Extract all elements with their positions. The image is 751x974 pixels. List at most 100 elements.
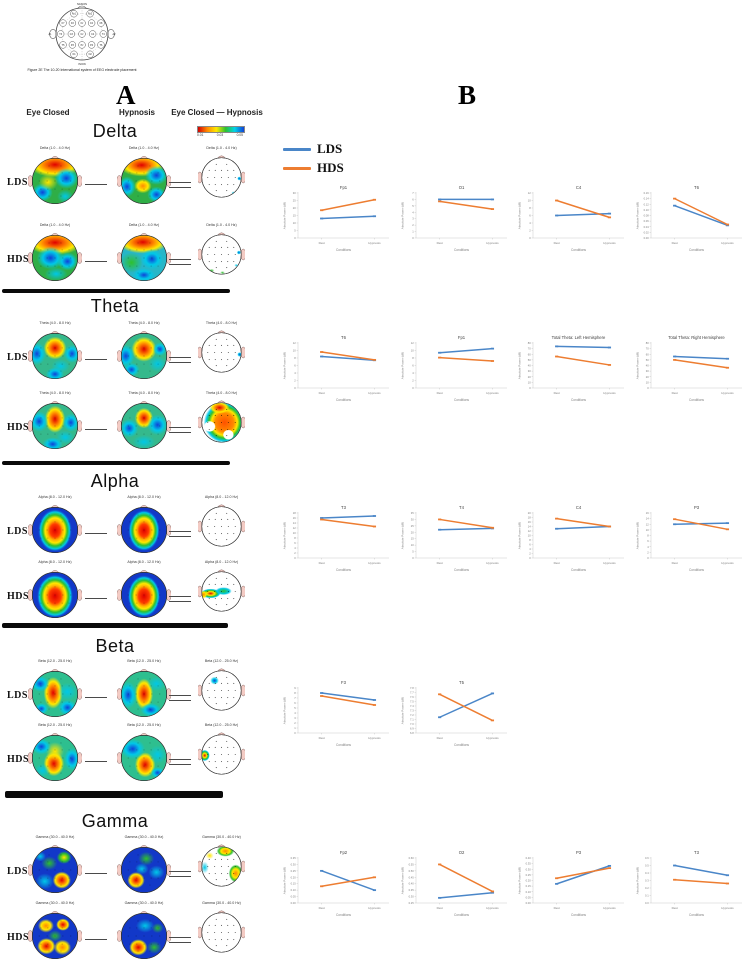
svg-text:12: 12 — [293, 341, 296, 345]
svg-text:Absolute Power (dB): Absolute Power (dB) — [636, 867, 640, 895]
svg-text:Absolute Power (dB): Absolute Power (dB) — [518, 352, 522, 380]
svg-text:14: 14 — [646, 517, 649, 521]
topomap-title: Theta (4.0 - 8.0 Hz) — [128, 391, 160, 395]
svg-text:Absolute Power (dB): Absolute Power (dB) — [636, 352, 640, 380]
line-plot-beta-f3: F3 0 1 2 3 4 5 6 7 8 9 Rest Hypnosis Conditions Absolu… — [281, 677, 394, 755]
equals-operator — [169, 357, 191, 363]
svg-text:4: 4 — [412, 371, 414, 375]
topomap-theta-hds-1: Theta (4.0 - 8.0 Hz) — [116, 391, 172, 460]
minus-operator — [85, 697, 107, 698]
svg-text:70: 70 — [528, 347, 531, 351]
svg-text:Absolute Power (dB): Absolute Power (dB) — [401, 867, 405, 895]
svg-text:12: 12 — [646, 522, 649, 526]
colorbar-tick: 0.01 — [197, 133, 204, 137]
svg-text:Conditions: Conditions — [571, 913, 586, 917]
topomap-title: Delta (1.0 - 4.0 Hz) — [206, 146, 237, 150]
svg-text:Hypnosis: Hypnosis — [368, 391, 381, 395]
svg-text:Rest: Rest — [672, 241, 678, 245]
minus-operator — [85, 184, 107, 185]
colorbar-tick: 0.05 — [236, 133, 243, 137]
svg-text:Hypnosis: Hypnosis — [368, 241, 381, 245]
svg-text:T5: T5 — [62, 44, 65, 47]
topomap-title: Delta (1.0 - 4.0 Hz) — [39, 146, 71, 150]
topomap-title: Beta (12.0 - 25.0 Hz) — [38, 723, 72, 727]
minus-operator — [85, 873, 107, 874]
svg-text:Rest: Rest — [437, 561, 443, 565]
minus-operator — [85, 261, 107, 262]
legend-entry-hds: HDS — [283, 160, 344, 176]
svg-text:Rest: Rest — [554, 391, 560, 395]
topomap-title: Gamma (30.0 - 40.0 Hz) — [124, 901, 164, 905]
svg-text:T3: T3 — [341, 505, 347, 510]
svg-text:F8: F8 — [100, 22, 103, 25]
svg-text:Rest: Rest — [672, 391, 678, 395]
topomap-alpha-hds-2: Alpha (8.0 - 12.0 Hz) — [196, 560, 247, 622]
line-plot-alpha-t4: T4 0 5 10 15 20 25 30 35 Rest Hypnosis Conditions Ab… — [399, 502, 512, 580]
topomap-beta-lds-1: Beta (12.0 - 25.0 Hz) — [116, 659, 172, 728]
svg-text:10: 10 — [293, 221, 296, 225]
line-plot-alpha-p3: P3 0 2 4 6 8 10 12 14 16 Rest Hypnosis Conditions Abs… — [634, 502, 747, 580]
svg-text:3: 3 — [412, 217, 414, 221]
svg-text:5: 5 — [294, 229, 296, 233]
svg-text:Rest: Rest — [319, 736, 325, 740]
svg-text:15: 15 — [411, 537, 414, 541]
svg-text:0.2: 0.2 — [645, 886, 649, 890]
svg-text:Fp1: Fp1 — [340, 185, 348, 190]
topomap-title: Alpha (8.0 - 12.0 Hz) — [38, 495, 72, 499]
svg-text:10: 10 — [528, 199, 531, 203]
minus-operator — [85, 761, 107, 762]
svg-text:7.7: 7.7 — [410, 691, 414, 695]
svg-text:18: 18 — [528, 516, 531, 520]
topomap-title: Delta (1.0 - 4.0 Hz) — [128, 146, 160, 150]
topomap-title: Theta (4.0 - 8.0 Hz) — [39, 321, 71, 325]
svg-text:12: 12 — [293, 526, 296, 530]
equals-operator — [169, 596, 191, 602]
section-divider — [2, 461, 230, 465]
svg-text:0: 0 — [647, 556, 649, 560]
topomap-title: Theta (4.0 - 8.0 Hz) — [128, 321, 160, 325]
row-label-lds: LDS — [7, 690, 28, 701]
line-plot-theta-t6: T6 0 2 4 6 8 10 12 Rest Hypnosis Conditions Absolut… — [281, 332, 394, 410]
topomap-title: Theta (4.0 - 8.0 Hz) — [205, 391, 238, 395]
topomap-theta-hds-0: Theta (4.0 - 8.0 Hz) — [27, 391, 83, 460]
topomap-gamma-hds-2: Gamma (30.0 - 40.0 Hz) — [196, 901, 247, 963]
svg-text:20: 20 — [293, 206, 296, 210]
svg-text:60: 60 — [646, 352, 649, 356]
topomap-title: Beta (12.0 - 25.0 Hz) — [204, 659, 239, 663]
band-title-delta: Delta — [92, 121, 138, 141]
svg-text:80: 80 — [528, 341, 531, 345]
svg-text:Conditions: Conditions — [689, 568, 704, 572]
svg-text:0.25: 0.25 — [409, 901, 415, 905]
svg-text:Conditions: Conditions — [454, 913, 469, 917]
svg-text:Total Theta: Left Hemisphere: Total Theta: Left Hemisphere — [552, 335, 606, 340]
svg-text:Rest: Rest — [437, 391, 443, 395]
svg-text:T5: T5 — [459, 680, 465, 685]
topomap-alpha-hds-0: Alpha (8.0 - 12.0 Hz) — [27, 560, 83, 629]
section-divider — [2, 623, 228, 628]
svg-text:P3: P3 — [576, 850, 582, 855]
colorbar-tick-labels: 0.01 0.03 0.05 — [197, 133, 243, 137]
row-label-lds: LDS — [7, 177, 28, 188]
svg-text:4: 4 — [529, 547, 531, 551]
svg-text:Rest: Rest — [672, 906, 678, 910]
svg-text:T3: T3 — [59, 33, 62, 36]
svg-text:0: 0 — [294, 556, 296, 560]
svg-text:0.10: 0.10 — [291, 888, 297, 892]
svg-text:0: 0 — [294, 386, 296, 390]
svg-text:Rest: Rest — [554, 241, 560, 245]
svg-text:C4: C4 — [576, 185, 582, 190]
svg-text:Conditions: Conditions — [454, 248, 469, 252]
svg-text:6.9: 6.9 — [410, 727, 414, 731]
svg-text:7.0: 7.0 — [410, 722, 414, 726]
svg-text:40: 40 — [528, 364, 531, 368]
svg-text:0.10: 0.10 — [644, 208, 650, 212]
svg-text:2: 2 — [412, 379, 414, 383]
svg-text:10: 10 — [293, 349, 296, 353]
line-plot-delta-c4: C4 0 2 4 6 8 10 12 Rest Hypnosis Conditions Absolut… — [516, 182, 629, 260]
svg-text:0.60: 0.60 — [409, 856, 415, 860]
topomap-title: Beta (12.0 - 25.0 Hz) — [38, 659, 72, 663]
svg-text:1: 1 — [294, 726, 296, 730]
svg-text:Absolute Power (dB): Absolute Power (dB) — [636, 522, 640, 550]
svg-text:20: 20 — [528, 511, 531, 515]
